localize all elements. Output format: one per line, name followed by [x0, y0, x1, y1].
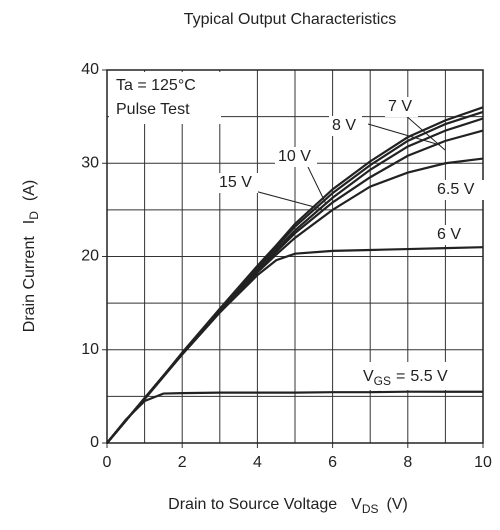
leader-line [367, 123, 441, 146]
x-tick-label: 8 [403, 454, 412, 471]
x-label-sub: DS [362, 502, 379, 516]
series-label: 8 V [332, 117, 356, 134]
x-axis-label: Drain to Source Voltage VDS (V) [168, 496, 408, 516]
y-label-sub: D [27, 211, 41, 220]
y-tick-label: 20 [81, 248, 99, 265]
x-label-text: Drain to Source Voltage [168, 496, 337, 513]
plot-frame [106, 69, 484, 444]
y-label-text: Drain Current [21, 236, 38, 333]
curve [106, 390, 483, 444]
x-label-symbol: V [351, 496, 362, 513]
series-label: 15 V [219, 174, 252, 191]
vgs-symbol: V [363, 368, 374, 385]
y-tick-label: 40 [81, 61, 99, 78]
x-tick-label: 10 [474, 454, 492, 471]
label-bg [434, 225, 467, 245]
y-label-unit: (A) [21, 180, 38, 201]
y-axis-label: Drain Current ID (A) [21, 180, 41, 332]
y-tick-label: 30 [81, 154, 99, 171]
label-bg [434, 180, 485, 200]
y-tick-label: 10 [81, 341, 99, 358]
x-tick-label: 0 [103, 454, 112, 471]
series-name: 5.5 V [410, 368, 448, 385]
y-tick-label: 0 [90, 434, 99, 451]
series-label: 6 V [437, 226, 461, 243]
label-bg [329, 116, 362, 136]
annotation-box [109, 72, 221, 124]
label-bg [216, 173, 258, 193]
label-bg [358, 362, 480, 390]
annotation: Ta = 125°C [116, 77, 196, 94]
x-tick-label: 4 [253, 454, 262, 471]
annotation: Pulse Test [116, 101, 190, 118]
label-bg [275, 147, 317, 167]
x-tick-label: 2 [178, 454, 187, 471]
vgs-sub: GS [374, 374, 391, 388]
series-label: VGS = 5.5 V [363, 368, 448, 388]
leader-line [307, 166, 327, 205]
y-label-symbol: I [21, 220, 38, 224]
x-tick-label: 6 [328, 454, 337, 471]
vgs-eq: = [396, 368, 405, 385]
series-label: 6.5 V [437, 181, 475, 198]
chart-title: Typical Output Characteristics [184, 11, 397, 28]
x-label-unit: (V) [387, 496, 408, 513]
curve [106, 106, 484, 444]
series-label: 7 V [388, 98, 412, 115]
label-bg [385, 97, 418, 117]
leader-line [250, 189, 323, 210]
series-label: 10 V [278, 148, 311, 165]
